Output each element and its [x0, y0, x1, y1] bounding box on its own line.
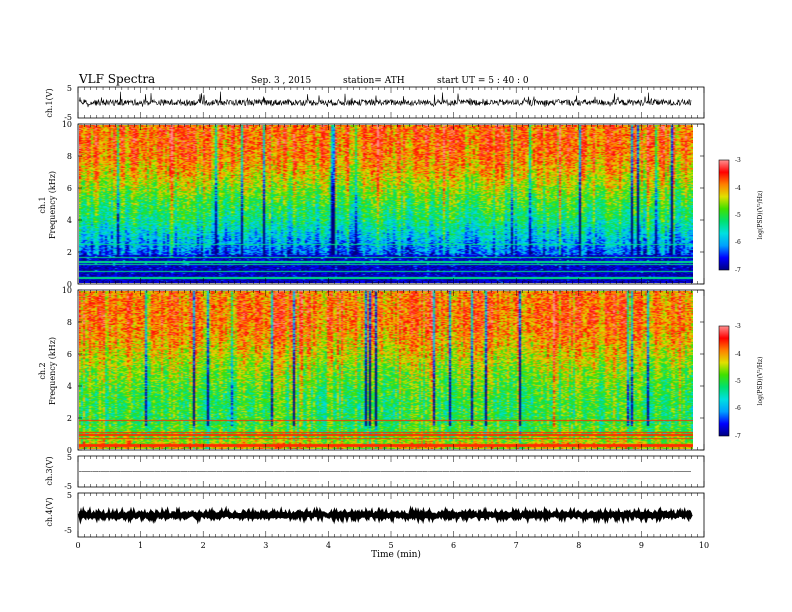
ch3-ytick-top: 5: [67, 453, 72, 462]
ch1-waveform-panel: 5 -5 ch.1(V): [45, 84, 705, 122]
time-tick-label: 6: [451, 541, 456, 550]
time-tick-label: 4: [326, 541, 331, 550]
frequency-tick-label: 10: [62, 120, 72, 129]
ch4-ylabel: ch.4(V): [45, 497, 54, 526]
time-tick-label: 7: [514, 541, 519, 550]
ch2-colorbar-tick: -4: [735, 351, 741, 358]
frequency-tick-label: 2: [67, 414, 72, 423]
time-tick-label: 5: [388, 541, 393, 550]
ch1-spectrogram-channel-label: ch.1: [38, 196, 47, 213]
ch1-colorbar: -3 -4 -5 -6 -7 log(PSD)(V²/Hz): [718, 157, 764, 274]
ch1-spectrogram-image: [79, 125, 693, 283]
frequency-tick-label: 2: [67, 248, 72, 257]
ch3-waveform-panel: 5 -5 ch.3(V): [45, 453, 705, 491]
time-tick-label: 0: [75, 541, 80, 550]
frequency-tick-label: 10: [62, 286, 72, 295]
time-axis-ticks: [77, 87, 705, 537]
frequency-tick-label: 4: [67, 216, 72, 225]
ch1-ytick-bottom: -5: [64, 113, 72, 122]
ch2-colorbar-label: log(PSD)(V²/Hz): [757, 357, 764, 406]
time-tick-label: 8: [576, 541, 581, 550]
ch2-spectrogram-ylabel: Frequency (kHz): [48, 337, 57, 405]
time-tick-label: 10: [699, 541, 709, 550]
ch2-colorbar-tick: -6: [735, 405, 741, 412]
time-tick-label: 3: [263, 541, 268, 550]
frequency-tick-label: 0: [67, 446, 72, 455]
frequency-tick-label: 8: [67, 152, 72, 161]
ch2-spectrogram-channel-label: ch.2: [38, 362, 47, 379]
frequency-tick-label: 6: [67, 350, 72, 359]
ch2-spectrogram-yticks: 0 2 4 6 8 10: [62, 286, 704, 455]
ch1-colorbar-tick: -6: [735, 239, 741, 246]
ch1-ylabel: ch.1(V): [45, 88, 54, 117]
ch2-colorbar-tick: -3: [735, 323, 741, 330]
time-tick-label: 1: [138, 541, 143, 550]
frequency-tick-label: 4: [67, 382, 72, 391]
ch2-colorbar-tick: -5: [735, 378, 741, 385]
ch3-waveform-line: [78, 470, 692, 473]
ch1-spectrogram-panel: 0 2 4 6 8 10 ch.1 Frequency (kHz): [38, 120, 705, 289]
ch4-ytick-top: 5: [67, 491, 72, 500]
ch4-waveform-line: [77, 505, 693, 525]
ch1-colorbar-tick: -3: [735, 157, 741, 164]
figure-title: VLF Spectra: [78, 72, 155, 86]
ch1-spectrogram-ylabel: Frequency (kHz): [48, 171, 57, 239]
frequency-tick-label: 0: [67, 280, 72, 289]
time-tick-label: 2: [201, 541, 206, 550]
ch1-waveform-line: [78, 91, 692, 108]
frequency-tick-label: 8: [67, 318, 72, 327]
ch4-ytick-bottom: -5: [64, 526, 72, 535]
ch2-colorbar-bar: [718, 325, 730, 437]
start-time-label: start UT = 5 : 40 : 0: [437, 76, 529, 86]
ch2-spectrogram-panel: 0 2 4 6 8 10 ch.2 Frequency (kHz): [38, 286, 705, 455]
ch2-spectrogram-image: [79, 291, 693, 449]
ch1-ytick-top: 5: [67, 84, 72, 93]
station-label: station= ATH: [343, 76, 405, 86]
ch1-colorbar-tick: -5: [735, 212, 741, 219]
ch1-spectrogram-yticks: 0 2 4 6 8 10: [62, 120, 704, 289]
frequency-tick-label: 6: [67, 184, 72, 193]
date-label: Sep. 3 , 2015: [251, 76, 311, 86]
ch1-colorbar-bar: [718, 159, 730, 271]
time-axis-tick-labels: 0 1 2 3 4 5 6 7 8 9 10: [75, 541, 709, 550]
ch1-colorbar-tick: -4: [735, 185, 741, 192]
ch2-colorbar: -3 -4 -5 -6 -7 log(PSD)(V²/Hz): [718, 323, 764, 440]
time-axis-label: Time (min): [371, 549, 421, 560]
ch3-ytick-bottom: -5: [64, 482, 72, 491]
ch1-colorbar-label: log(PSD)(V²/Hz): [757, 191, 764, 240]
ch4-waveform-panel: 5 -5 ch.4(V): [45, 491, 705, 538]
ch1-colorbar-tick: -7: [735, 267, 741, 274]
ch2-colorbar-tick: -7: [735, 433, 741, 440]
ch3-ylabel: ch.3(V): [45, 456, 54, 485]
time-tick-label: 9: [639, 541, 644, 550]
